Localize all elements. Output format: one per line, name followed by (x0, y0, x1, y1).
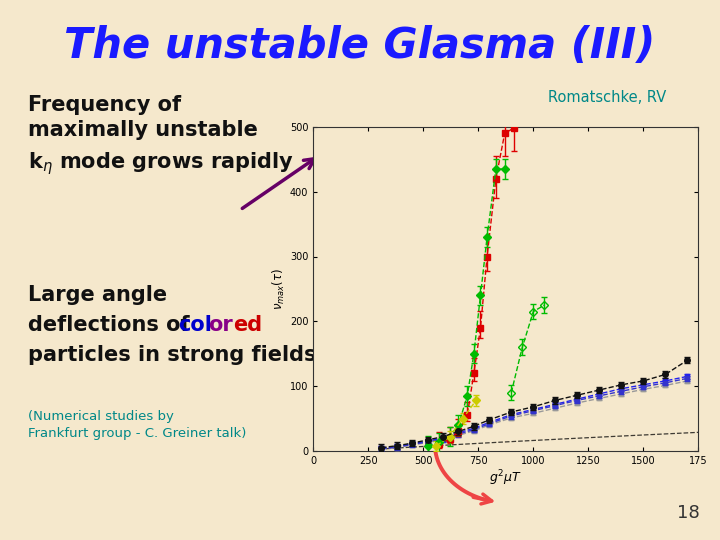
Text: 18: 18 (678, 504, 700, 522)
Text: k$_\eta$ mode grows rapidly: k$_\eta$ mode grows rapidly (28, 150, 294, 177)
Text: or: or (208, 315, 233, 335)
Text: Romatschke, RV: Romatschke, RV (548, 90, 666, 105)
Text: particles in strong fields: particles in strong fields (28, 345, 317, 365)
Text: col: col (178, 315, 212, 335)
X-axis label: $g^2\mu T$: $g^2\mu T$ (490, 469, 522, 488)
Text: ed: ed (233, 315, 262, 335)
Text: The unstable Glasma (III): The unstable Glasma (III) (64, 25, 656, 67)
Text: (Numerical studies by
Frankfurt group - C. Greiner talk): (Numerical studies by Frankfurt group - … (28, 410, 246, 440)
Text: Frequency of
maximally unstable: Frequency of maximally unstable (28, 95, 258, 140)
Text: deflections of: deflections of (28, 315, 197, 335)
Y-axis label: $\nu_{max}(\tau)$: $\nu_{max}(\tau)$ (271, 268, 287, 310)
Text: Large angle: Large angle (28, 285, 167, 305)
